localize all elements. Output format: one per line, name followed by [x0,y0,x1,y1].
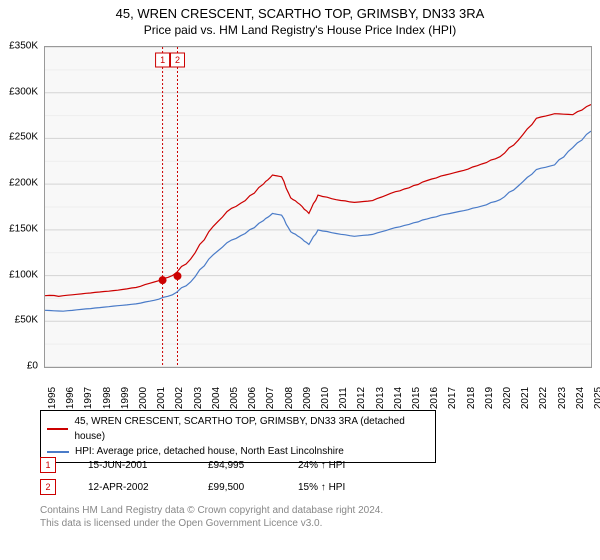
chart-svg: 12 [45,47,591,367]
y-tick-label: £200K [9,178,38,189]
x-tick-label: 2007 [265,387,276,409]
y-tick-label: £350K [9,41,38,52]
x-tick-label: 2023 [557,387,568,409]
y-tick-label: £50K [15,315,38,326]
x-tick-label: 1999 [120,387,131,409]
x-tick-label: 2010 [320,387,331,409]
x-axis: 1995 1996 1997 1998 1999 2000 2001 2002 2003 2004… [44,370,590,408]
sale-diff: 15% ↑ HPI [298,482,398,493]
title-block: 45, WREN CRESCENT, SCARTHO TOP, GRIMSBY,… [0,0,600,37]
sale-date: 15-JUN-2001 [88,460,208,471]
chart-plot-area: 12 [44,46,592,368]
footer-line: Contains HM Land Registry data © Crown c… [40,504,383,517]
y-axis: £0£50K£100K£150K£200K£250K£300K£350K [0,46,42,366]
chart-container: 45, WREN CRESCENT, SCARTHO TOP, GRIMSBY,… [0,0,600,560]
x-tick-label: 2000 [138,387,149,409]
sale-row: 2 12-APR-2002 £99,500 15% ↑ HPI [40,476,398,498]
sale-diff: 24% ↑ HPI [298,460,398,471]
legend-label: 45, WREN CRESCENT, SCARTHO TOP, GRIMSBY,… [74,414,429,444]
sale-marker-icon: 1 [40,457,56,473]
chart-subtitle: Price paid vs. HM Land Registry's House … [0,23,600,37]
x-tick-label: 1996 [65,387,76,409]
footer: Contains HM Land Registry data © Crown c… [40,504,383,530]
x-tick-label: 1997 [83,387,94,409]
x-tick-label: 2005 [229,387,240,409]
y-tick-label: £100K [9,269,38,280]
y-tick-label: £0 [27,361,38,372]
x-tick-label: 2008 [284,387,295,409]
sale-marker-icon: 2 [40,479,56,495]
x-tick-label: 2018 [466,387,477,409]
svg-text:1: 1 [160,55,165,65]
x-tick-label: 2004 [211,387,222,409]
x-tick-label: 1995 [47,387,58,409]
x-tick-label: 2003 [193,387,204,409]
chart-title: 45, WREN CRESCENT, SCARTHO TOP, GRIMSBY,… [0,6,600,21]
x-tick-label: 2016 [429,387,440,409]
legend-swatch-icon [47,428,68,430]
x-tick-label: 1998 [102,387,113,409]
x-tick-label: 2002 [174,387,185,409]
x-tick-label: 2020 [502,387,513,409]
x-tick-label: 2011 [338,387,349,409]
sale-date: 12-APR-2002 [88,482,208,493]
y-tick-label: £300K [9,86,38,97]
x-tick-label: 2015 [411,387,422,409]
x-tick-label: 2013 [375,387,386,409]
x-tick-label: 2024 [575,387,586,409]
sale-price: £99,500 [208,482,298,493]
x-tick-label: 2022 [538,387,549,409]
x-tick-label: 2019 [484,387,495,409]
footer-line: This data is licensed under the Open Gov… [40,517,383,530]
y-tick-label: £150K [9,223,38,234]
x-tick-label: 2012 [356,387,367,409]
sale-price: £94,995 [208,460,298,471]
x-tick-label: 2014 [393,387,404,409]
x-tick-label: 2001 [156,387,167,409]
legend-swatch-icon [47,451,69,453]
x-tick-label: 2006 [247,387,258,409]
x-tick-label: 2025 [593,387,600,409]
x-tick-label: 2021 [520,387,531,409]
sale-row: 1 15-JUN-2001 £94,995 24% ↑ HPI [40,454,398,476]
sale-events: 1 15-JUN-2001 £94,995 24% ↑ HPI 2 12-APR… [40,454,398,498]
svg-text:2: 2 [175,55,180,65]
x-tick-label: 2017 [447,387,458,409]
x-tick-label: 2009 [302,387,313,409]
y-tick-label: £250K [9,132,38,143]
legend-item: 45, WREN CRESCENT, SCARTHO TOP, GRIMSBY,… [47,414,429,444]
